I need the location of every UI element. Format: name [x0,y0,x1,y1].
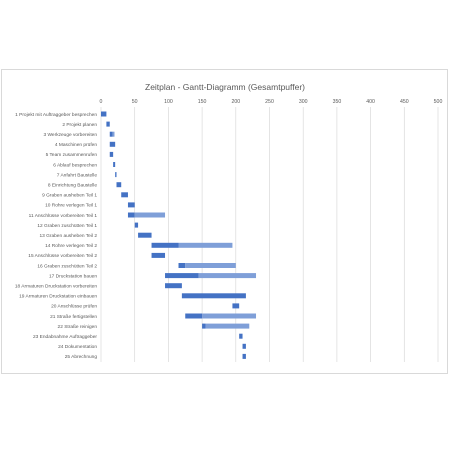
task-buffer-bar [202,313,257,319]
task-label: 13 Graben ausheben Teil 2 [39,233,97,239]
task-label: 4 Maschinen prüfen [55,142,97,148]
task-duration-bar [242,343,246,349]
task-duration-bar [127,212,135,218]
task-label: 25 Abrechnung [65,354,98,360]
x-tick-label: 0 [100,99,103,105]
task-duration-bar [106,121,110,127]
task-duration-bar [115,172,117,178]
x-tick-label: 450 [400,99,409,105]
task-duration-bar [151,252,166,258]
task-buffer-bar [178,242,233,248]
task-duration-bar [232,303,240,309]
chart-frame [1,69,448,374]
task-label: 23 Endabnahme Auftraggeber [33,334,97,340]
x-tick-label: 500 [434,99,443,105]
task-labels: 1 Projekt mit Auftraggeber besprechen 2 P… [15,112,98,360]
x-tick-labels: 0 50 100 150 200 250 300 350 400 450 500 [100,99,443,105]
x-tick-label: 300 [299,99,308,105]
task-buffer-bar [205,323,250,329]
task-duration-bar [109,141,116,147]
task-buffer-bar [185,263,236,268]
x-tick-label: 350 [333,99,342,105]
task-duration-bar [185,313,203,319]
x-tick-label: 250 [265,99,274,105]
task-duration-bar [134,222,139,228]
task-label: 1 Projekt mit Auftraggeber besprechen [15,112,97,118]
task-buffer-bar [112,131,115,137]
grid-layer [100,107,439,362]
chart-title: Zeitplan - Gantt-Diagramm (Gesamtpuffer) [145,82,305,92]
task-label: 17 Druckstation bauen [49,273,97,279]
task-duration-bar [181,293,246,299]
task-buffer-bar [198,273,257,279]
x-tick-label: 100 [164,99,173,105]
task-buffer-bar [134,212,166,218]
task-label: 5 Team zusammenrufen [46,152,98,158]
task-duration-bar [109,151,114,157]
x-tick-label: 50 [132,99,138,105]
task-duration-bar [109,131,113,137]
task-label: 21 Straße fertigstellen [50,314,97,320]
task-duration-bar [178,263,186,268]
task-duration-bar [165,283,182,289]
task-duration-bar [113,162,116,167]
task-label: 24 Dokumentation [58,344,97,350]
x-tick-label: 400 [366,99,375,105]
task-label: 15 Anschlüsse vorbereiten Teil 2 [28,253,97,259]
task-duration-bar [101,111,107,117]
task-label: 18 Armaturen Druckstation vorbereiten [15,284,97,290]
task-label: 11 Anschlüsse vorbereiten Teil 1 [29,213,98,219]
task-label: 7 Anfahrt Baustelle [57,172,98,178]
task-duration-bar [202,323,206,329]
task-duration-bar [138,232,152,238]
task-label: 19 Armaturen Druckstation einbauen [19,294,97,300]
task-duration-bar [242,353,246,359]
task-label: 2 Projekt planen [62,122,97,128]
task-label: 3 Werkzeuge vorbereiten [43,132,97,138]
task-bars [101,111,257,359]
task-duration-bar [116,182,122,188]
task-duration-bar [127,202,135,208]
task-label: 10 Rohre verlegen Teil 1 [45,203,97,209]
task-duration-bar [165,273,199,279]
task-duration-bar [151,242,179,248]
task-duration-bar [121,192,128,198]
task-label: 16 Graben zuschütten Teil 2 [37,263,97,269]
task-label: 9 Graben ausheben Teil 1 [42,193,97,199]
task-label: 22 Straße reinigen [58,324,98,330]
task-label: 14 Rohre verlegen Teil 2 [45,243,97,249]
x-tick-label: 200 [231,99,240,105]
task-label: 12 Graben zuschütten Teil 1 [37,223,97,229]
task-label: 6 Ablauf besprechen [53,162,97,168]
x-tick-label: 150 [198,99,207,105]
task-label: 8 Einrichtung Baustelle [48,183,97,189]
task-label: 20 Anschlüsse prüfen [51,304,97,310]
task-duration-bar [239,333,243,339]
